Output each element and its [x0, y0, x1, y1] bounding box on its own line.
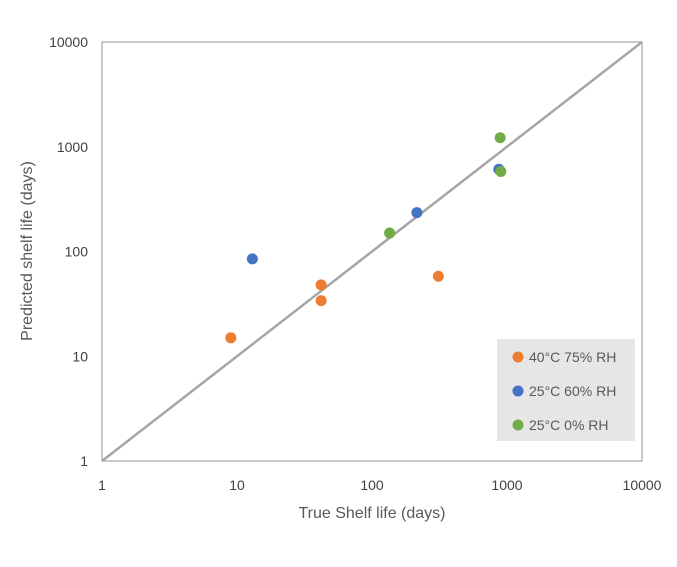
y-tick-label: 100 — [65, 244, 89, 260]
x-tick-label: 10000 — [623, 477, 662, 493]
data-point — [384, 227, 396, 239]
x-axis-title: True Shelf life (days) — [298, 505, 445, 522]
data-point — [225, 332, 237, 344]
y-tick-label: 1 — [80, 453, 88, 469]
data-point — [495, 166, 507, 178]
legend-label: 25°C 60% RH — [529, 383, 616, 399]
data-point — [315, 295, 327, 307]
y-tick-label: 1000 — [57, 139, 88, 155]
y-axis-title: Predicted shelf life (days) — [19, 161, 36, 341]
y-tick-label: 10000 — [49, 34, 88, 50]
x-tick-label: 1000 — [491, 477, 522, 493]
y-axis-tick-labels: 1 10 100 1000 10000 — [49, 34, 88, 469]
legend-label: 25°C 0% RH — [529, 417, 609, 433]
y-tick-label: 10 — [72, 348, 88, 364]
data-point — [246, 253, 258, 265]
x-axis-tick-labels: 1 10 100 1000 10000 — [98, 477, 662, 493]
data-point — [432, 270, 444, 282]
x-tick-label: 1 — [98, 477, 106, 493]
data-point — [315, 279, 327, 291]
legend-marker — [512, 385, 524, 397]
legend: 40°C 75% RH 25°C 60% RH 25°C 0% RH — [497, 339, 635, 441]
x-tick-label: 10 — [229, 477, 245, 493]
data-points — [225, 132, 507, 344]
legend-label: 40°C 75% RH — [529, 349, 616, 365]
reference-line-y-equals-x — [101, 41, 643, 462]
legend-marker — [512, 419, 524, 431]
data-point — [494, 132, 506, 144]
x-tick-label: 100 — [360, 477, 384, 493]
data-point — [411, 207, 423, 219]
legend-marker — [512, 351, 524, 363]
